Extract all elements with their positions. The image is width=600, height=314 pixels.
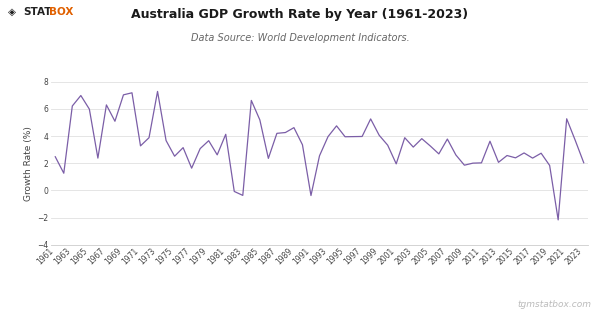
Text: Australia GDP Growth Rate by Year (1961-2023): Australia GDP Growth Rate by Year (1961-… [131,8,469,21]
Y-axis label: Growth Rate (%): Growth Rate (%) [24,126,33,201]
Text: ◈: ◈ [8,7,16,17]
Text: STAT: STAT [23,7,52,17]
Text: BOX: BOX [49,7,74,17]
Text: Data Source: World Development Indicators.: Data Source: World Development Indicator… [191,33,409,43]
Text: tgmstatbox.com: tgmstatbox.com [517,300,591,309]
